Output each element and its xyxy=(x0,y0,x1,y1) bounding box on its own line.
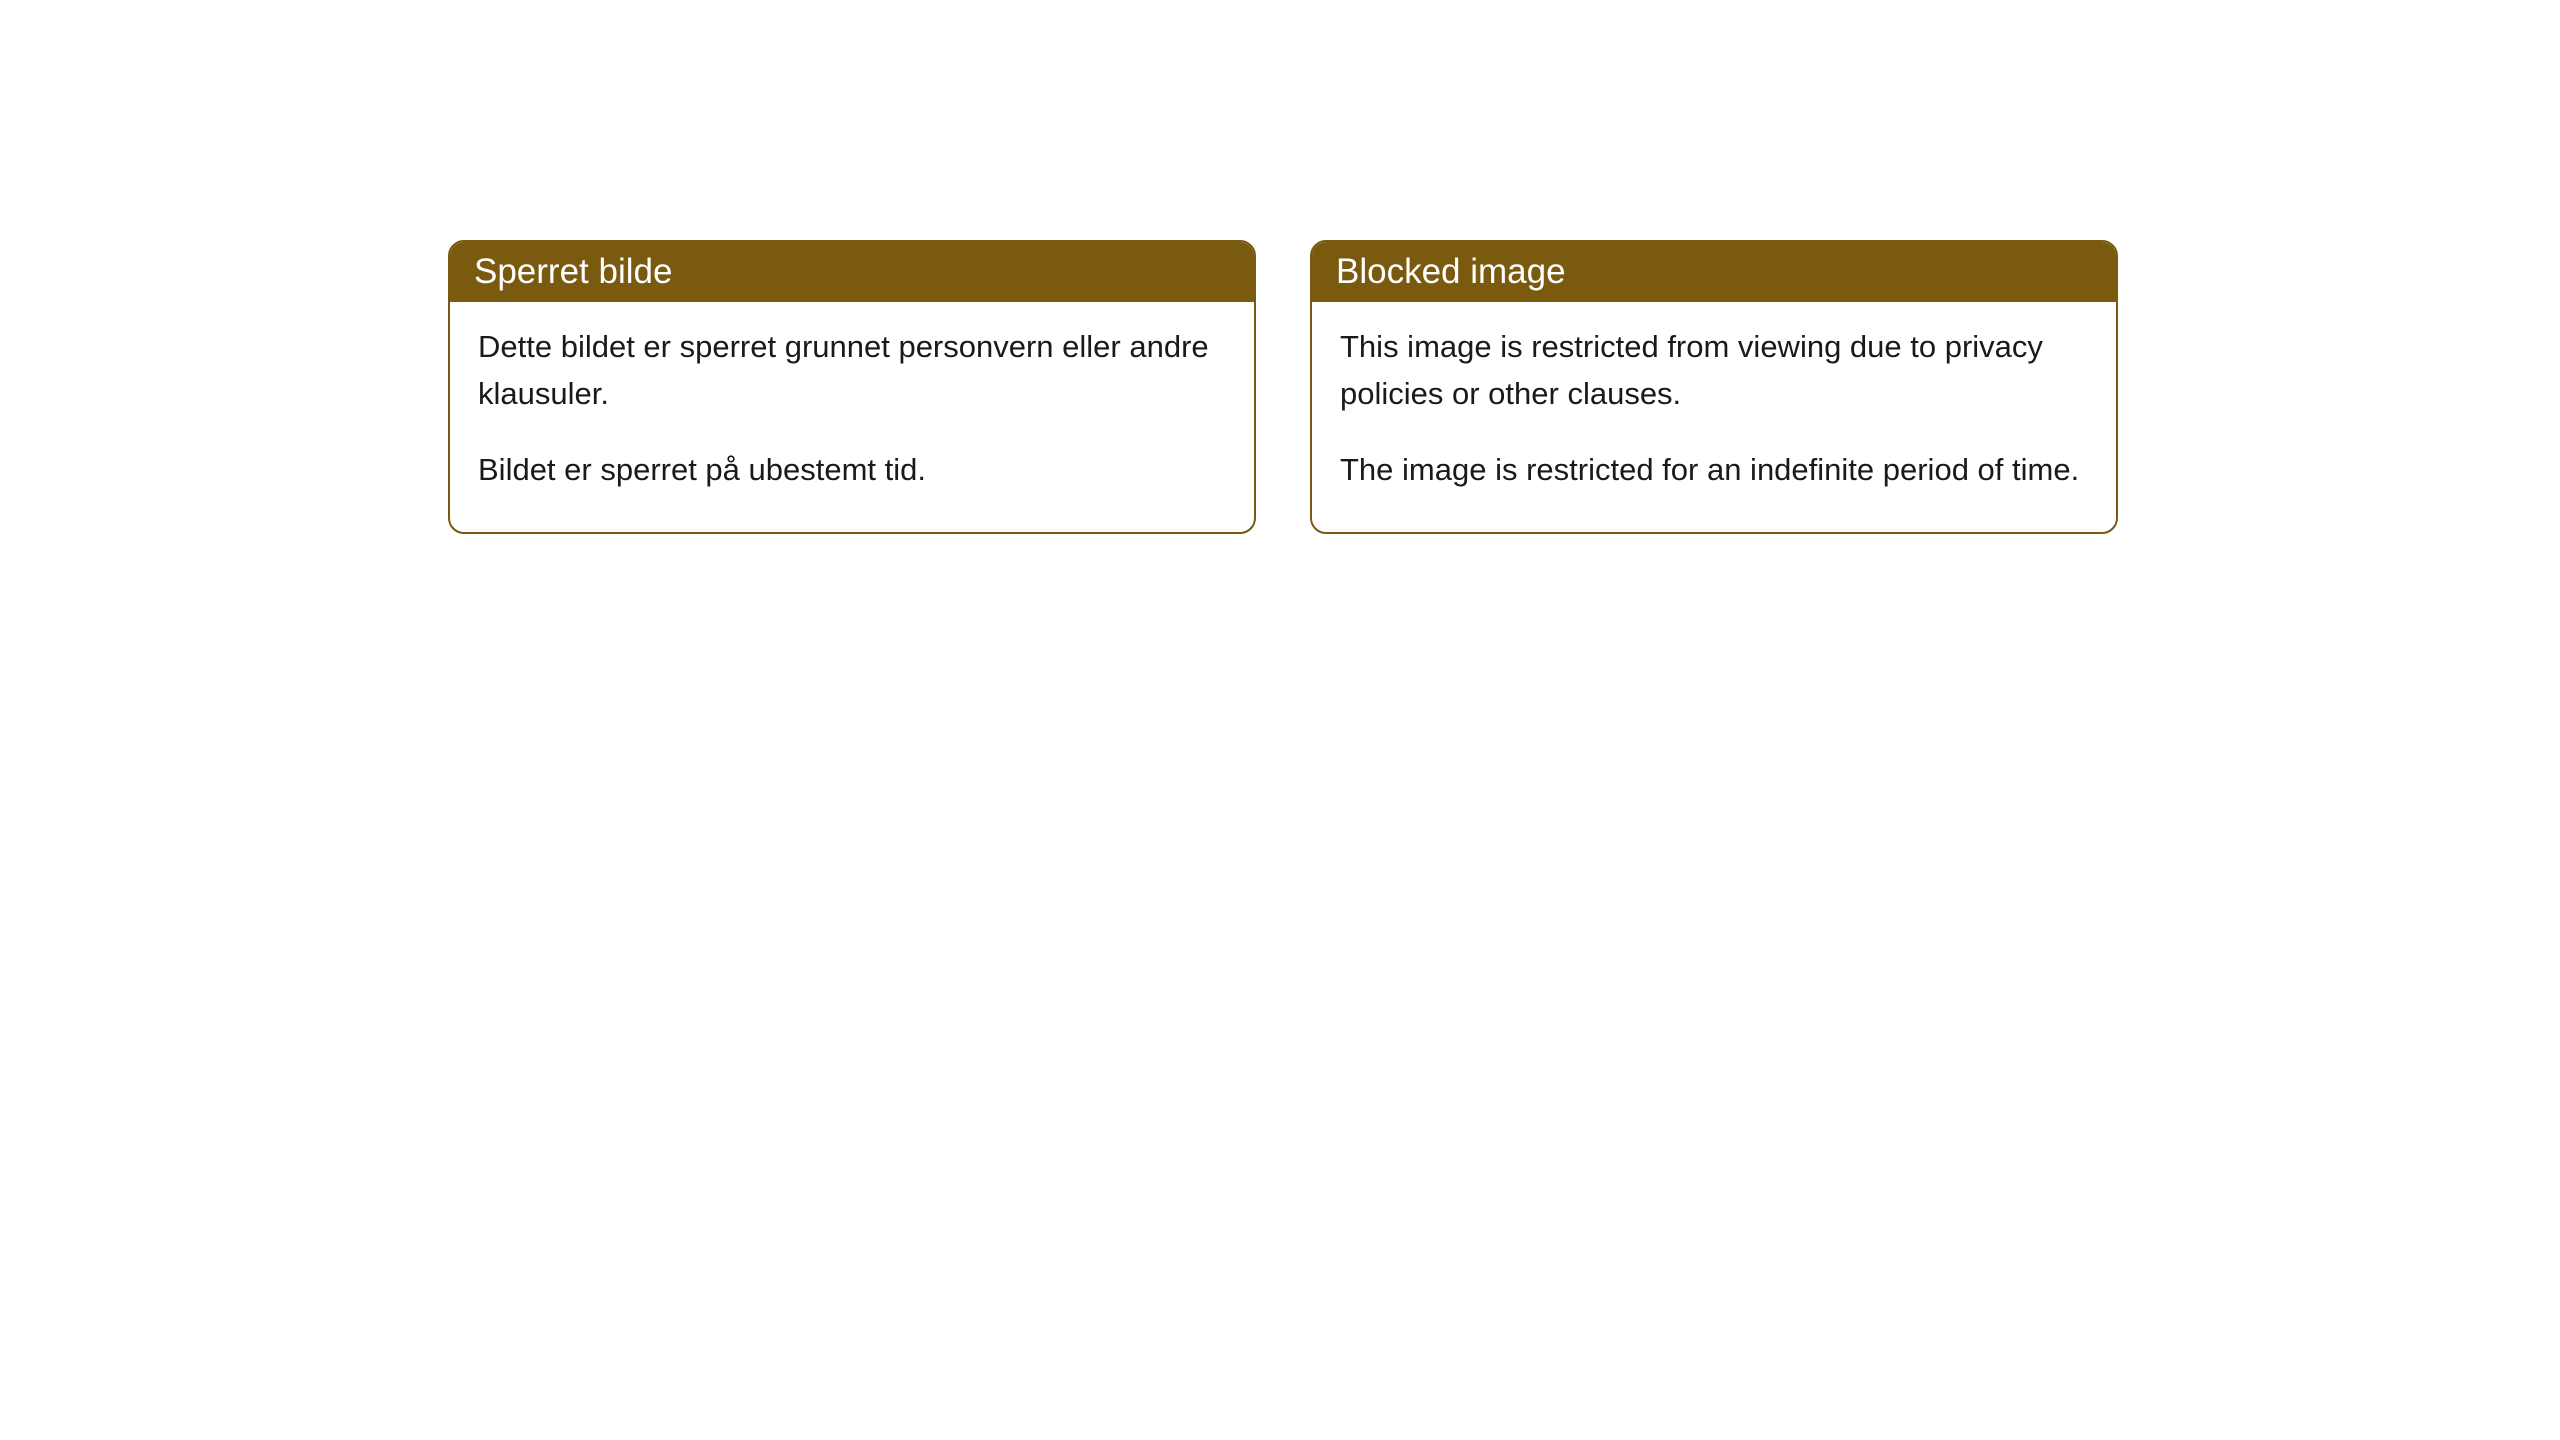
notice-text-line-2: Bildet er sperret på ubestemt tid. xyxy=(478,447,1226,494)
card-body: This image is restricted from viewing du… xyxy=(1312,302,2116,532)
notice-text-line-2: The image is restricted for an indefinit… xyxy=(1340,447,2088,494)
notice-cards-container: Sperret bilde Dette bildet er sperret gr… xyxy=(448,240,2118,534)
notice-card-english: Blocked image This image is restricted f… xyxy=(1310,240,2118,534)
card-body: Dette bildet er sperret grunnet personve… xyxy=(450,302,1254,532)
card-header: Blocked image xyxy=(1312,242,2116,302)
notice-card-norwegian: Sperret bilde Dette bildet er sperret gr… xyxy=(448,240,1256,534)
notice-text-line-1: This image is restricted from viewing du… xyxy=(1340,324,2088,417)
card-header: Sperret bilde xyxy=(450,242,1254,302)
notice-text-line-1: Dette bildet er sperret grunnet personve… xyxy=(478,324,1226,417)
